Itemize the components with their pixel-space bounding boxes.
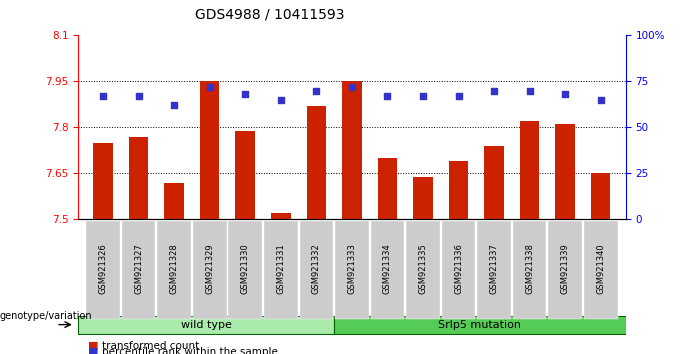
Point	[346, 84, 358, 90]
Bar	[342, 81, 362, 219]
Text: percentile rank within the sample: percentile rank within the sample	[102, 347, 278, 354]
Bar	[377, 158, 397, 219]
FancyBboxPatch shape	[78, 316, 334, 333]
Text: GSM921340: GSM921340	[596, 244, 605, 295]
Text: GSM921334: GSM921334	[383, 244, 392, 295]
Bar	[413, 177, 432, 219]
Point	[489, 88, 500, 93]
Text: transformed count: transformed count	[102, 341, 199, 350]
Text: GSM921327: GSM921327	[134, 244, 143, 295]
Text: Srlp5 mutation: Srlp5 mutation	[439, 320, 522, 330]
Bar	[556, 124, 575, 219]
Bar	[449, 161, 469, 219]
Point	[133, 93, 144, 99]
Bar	[271, 213, 290, 219]
Point	[524, 88, 535, 93]
Text: GSM921335: GSM921335	[418, 244, 428, 295]
FancyBboxPatch shape	[334, 316, 626, 333]
Text: GDS4988 / 10411593: GDS4988 / 10411593	[195, 7, 345, 21]
Text: GSM921339: GSM921339	[561, 244, 570, 295]
Text: GSM921329: GSM921329	[205, 244, 214, 295]
Bar	[165, 183, 184, 219]
Bar	[200, 81, 220, 219]
Bar	[484, 146, 504, 219]
Text: GSM921330: GSM921330	[241, 244, 250, 295]
Point	[275, 97, 286, 103]
Bar	[520, 121, 539, 219]
Text: GSM921326: GSM921326	[99, 244, 107, 295]
Text: GSM921331: GSM921331	[276, 244, 286, 295]
Text: genotype/variation: genotype/variation	[0, 311, 92, 321]
Text: GSM921328: GSM921328	[170, 244, 179, 295]
Text: wild type: wild type	[181, 320, 232, 330]
Point	[418, 93, 428, 99]
Point	[311, 88, 322, 93]
Point	[382, 93, 393, 99]
Bar	[235, 131, 255, 219]
Text: GSM921336: GSM921336	[454, 244, 463, 295]
Point	[169, 103, 180, 108]
Bar	[129, 137, 148, 219]
Text: GSM921338: GSM921338	[525, 244, 534, 295]
Text: GSM921333: GSM921333	[347, 244, 356, 295]
Bar	[307, 106, 326, 219]
Point	[560, 91, 571, 97]
Bar	[93, 143, 113, 219]
Text: GSM921337: GSM921337	[490, 244, 498, 295]
Point	[595, 97, 606, 103]
Bar	[591, 173, 611, 219]
Text: GSM921332: GSM921332	[312, 244, 321, 295]
Point	[240, 91, 251, 97]
Point	[453, 93, 464, 99]
Text: ■: ■	[88, 347, 99, 354]
Point	[98, 93, 109, 99]
Point	[204, 84, 215, 90]
Text: ■: ■	[88, 341, 99, 350]
